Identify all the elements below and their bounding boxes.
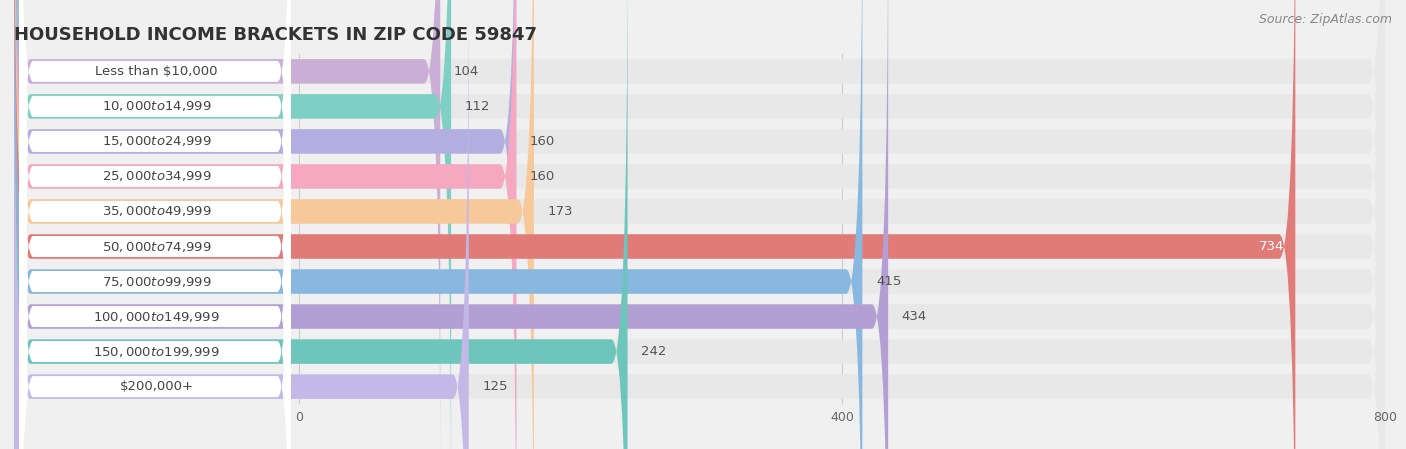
FancyBboxPatch shape [14,0,1385,449]
Text: Less than $10,000: Less than $10,000 [96,65,218,78]
Text: 125: 125 [482,380,508,393]
FancyBboxPatch shape [14,0,440,449]
Text: 242: 242 [641,345,666,358]
FancyBboxPatch shape [14,0,627,449]
FancyBboxPatch shape [14,0,862,449]
FancyBboxPatch shape [20,0,291,411]
Text: 434: 434 [901,310,927,323]
Text: 173: 173 [547,205,574,218]
FancyBboxPatch shape [20,0,291,449]
FancyBboxPatch shape [20,12,291,449]
FancyBboxPatch shape [20,0,291,449]
Text: $75,000 to $99,999: $75,000 to $99,999 [101,274,211,289]
FancyBboxPatch shape [14,0,534,449]
Text: $25,000 to $34,999: $25,000 to $34,999 [101,169,211,184]
Text: HOUSEHOLD INCOME BRACKETS IN ZIP CODE 59847: HOUSEHOLD INCOME BRACKETS IN ZIP CODE 59… [14,26,537,44]
FancyBboxPatch shape [20,0,291,449]
FancyBboxPatch shape [14,0,1385,449]
FancyBboxPatch shape [14,0,1295,449]
FancyBboxPatch shape [14,0,516,449]
FancyBboxPatch shape [14,0,1385,449]
Text: 104: 104 [454,65,479,78]
FancyBboxPatch shape [14,0,451,449]
FancyBboxPatch shape [20,47,291,449]
Text: $15,000 to $24,999: $15,000 to $24,999 [101,134,211,149]
FancyBboxPatch shape [14,0,889,449]
FancyBboxPatch shape [20,0,291,446]
FancyBboxPatch shape [20,0,291,449]
FancyBboxPatch shape [14,0,468,449]
Text: 734: 734 [1260,240,1285,253]
Text: $100,000 to $149,999: $100,000 to $149,999 [93,309,219,324]
FancyBboxPatch shape [14,0,1385,449]
Text: $50,000 to $74,999: $50,000 to $74,999 [101,239,211,254]
Text: $10,000 to $14,999: $10,000 to $14,999 [101,99,211,114]
Text: $35,000 to $49,999: $35,000 to $49,999 [101,204,211,219]
FancyBboxPatch shape [14,0,1385,449]
Text: $200,000+: $200,000+ [120,380,194,393]
FancyBboxPatch shape [14,0,1385,449]
FancyBboxPatch shape [14,0,1385,449]
FancyBboxPatch shape [14,0,1385,449]
FancyBboxPatch shape [20,0,291,449]
FancyBboxPatch shape [14,0,516,449]
Text: 160: 160 [530,135,555,148]
Text: 160: 160 [530,170,555,183]
FancyBboxPatch shape [14,0,1385,449]
FancyBboxPatch shape [20,0,291,449]
Text: Source: ZipAtlas.com: Source: ZipAtlas.com [1258,13,1392,26]
Text: 112: 112 [464,100,491,113]
FancyBboxPatch shape [14,0,1385,449]
Text: 415: 415 [876,275,901,288]
Text: $150,000 to $199,999: $150,000 to $199,999 [93,344,219,359]
